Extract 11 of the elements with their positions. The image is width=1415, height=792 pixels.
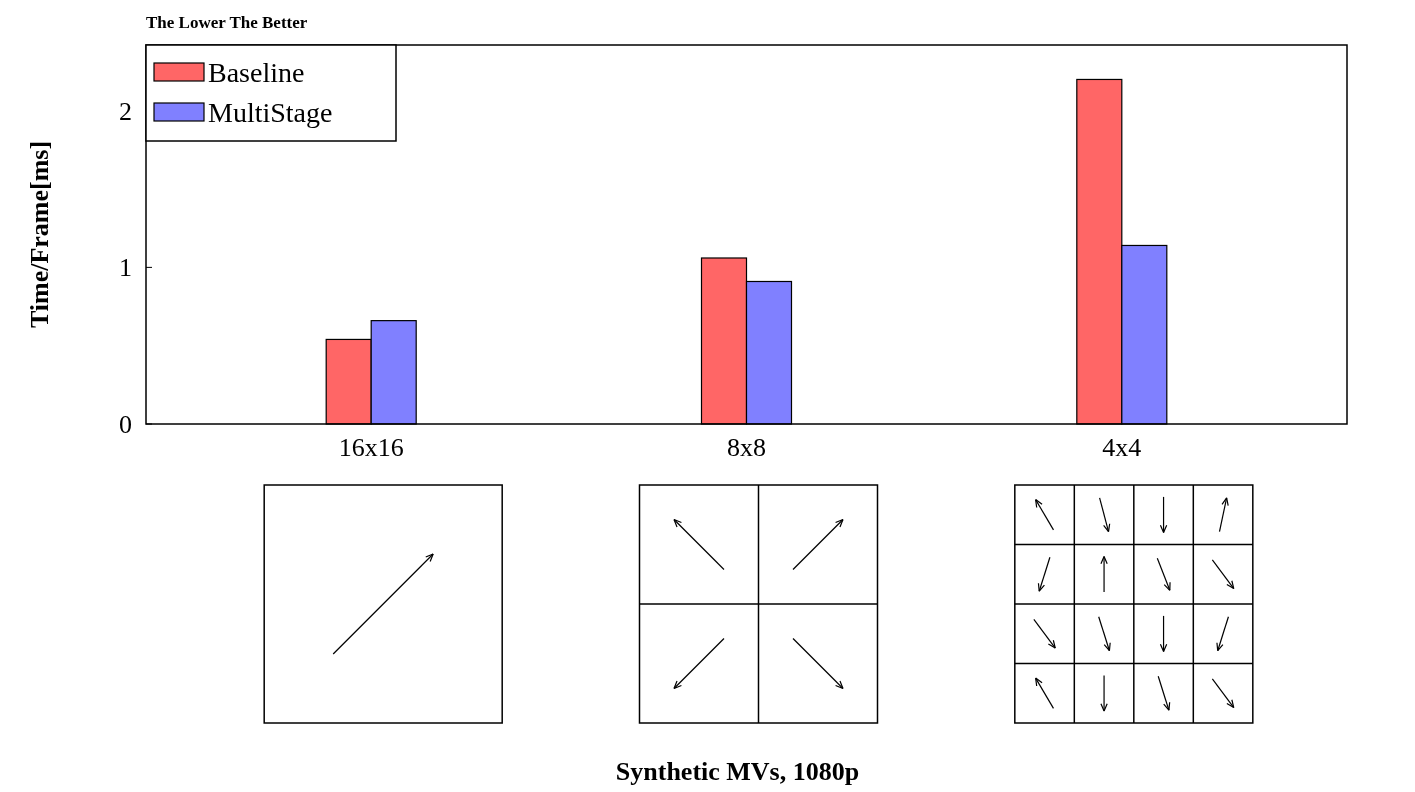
text: Synthetic MVs, 1080p (615, 757, 860, 786)
y-axis-title: Time/Frame[ms] (25, 140, 54, 329)
legend-label: Baseline (208, 56, 305, 88)
chart-title: The Lower The Better (146, 13, 308, 32)
y-tick-label: 1 (119, 253, 132, 283)
legend-label: MultiStage (208, 96, 333, 128)
y-tick-label: 2 (119, 96, 132, 126)
y-tick-label: 0 (119, 410, 132, 440)
x-tick-label: 16x16 (338, 433, 404, 462)
x-tick-label: 8x8 (727, 433, 766, 462)
x-tick-label: 4x4 (1102, 433, 1142, 462)
